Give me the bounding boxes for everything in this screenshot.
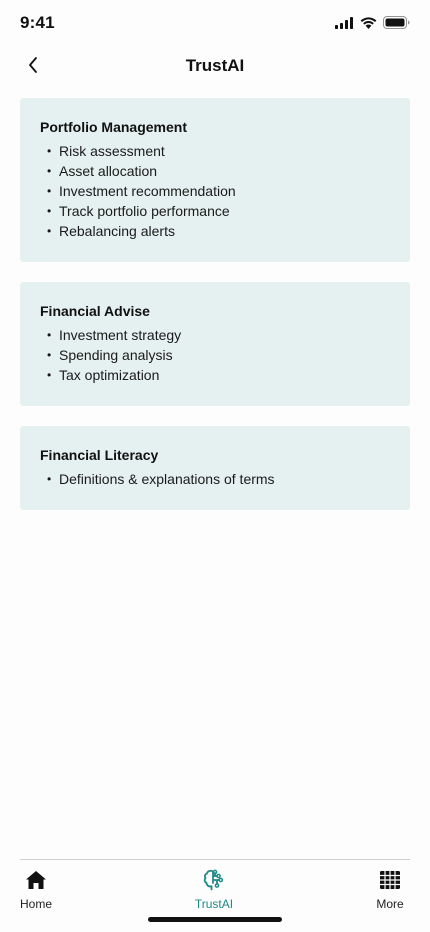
wifi-icon: [360, 16, 377, 34]
card-financial-literacy[interactable]: Financial Literacy Definitions & explana…: [20, 426, 410, 510]
card-list: Investment strategy Spending analysis Ta…: [40, 325, 390, 385]
chevron-left-icon: [27, 56, 39, 79]
card-title: Financial Literacy: [40, 447, 159, 463]
status-icons: [335, 16, 410, 34]
home-icon: [25, 868, 47, 892]
list-item: Investment recommendation: [40, 181, 390, 201]
back-button[interactable]: [20, 54, 46, 80]
card-financial-advise[interactable]: Financial Advise Investment strategy Spe…: [20, 282, 410, 406]
home-indicator: [148, 917, 282, 922]
tab-trustai[interactable]: TrustAI: [190, 868, 238, 911]
ai-brain-icon: [202, 868, 226, 892]
nav-header: TrustAI: [0, 48, 430, 86]
tab-label: Home: [19, 897, 52, 911]
list-item: Risk assessment: [40, 141, 390, 161]
tab-home[interactable]: Home: [17, 868, 55, 911]
grid-icon: [379, 868, 401, 892]
list-item: Asset allocation: [40, 161, 390, 181]
tab-bar: Home TrustAI More: [0, 860, 430, 916]
status-bar: 9:41: [0, 0, 430, 48]
card-list: Definitions & explanations of terms: [40, 469, 390, 489]
tab-label: TrustAI: [194, 897, 234, 911]
list-item: Investment strategy: [40, 325, 390, 345]
feature-cards: Portfolio Management Risk assessment Ass…: [20, 98, 410, 530]
list-item: Spending analysis: [40, 345, 390, 365]
battery-icon: [383, 16, 410, 34]
card-list: Risk assessment Asset allocation Investm…: [40, 141, 390, 241]
cellular-signal-icon: [335, 16, 354, 34]
page-title: TrustAI: [185, 56, 245, 75]
list-item: Rebalancing alerts: [40, 221, 390, 241]
status-time: 9:41: [20, 13, 55, 32]
card-title: Financial Advise: [40, 303, 150, 319]
list-item: Tax optimization: [40, 365, 390, 385]
list-item: Track portfolio performance: [40, 201, 390, 221]
list-item: Definitions & explanations of terms: [40, 469, 390, 489]
tab-label: More: [376, 897, 404, 911]
tab-more[interactable]: More: [372, 868, 408, 911]
card-title: Portfolio Management: [40, 119, 188, 135]
tab-bar-divider: [20, 859, 410, 860]
card-portfolio-management[interactable]: Portfolio Management Risk assessment Ass…: [20, 98, 410, 262]
